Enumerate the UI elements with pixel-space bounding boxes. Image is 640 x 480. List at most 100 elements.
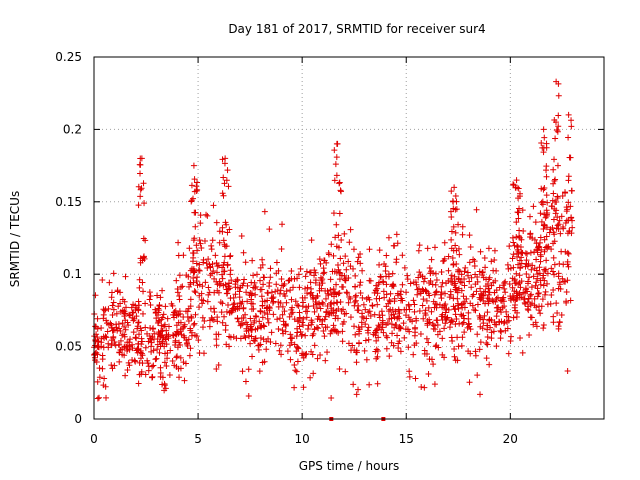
data-point bbox=[92, 342, 99, 349]
data-point bbox=[219, 300, 226, 307]
data-point bbox=[324, 324, 331, 331]
data-point bbox=[247, 323, 254, 330]
data-point bbox=[482, 283, 489, 290]
data-point bbox=[194, 186, 201, 193]
data-point bbox=[199, 283, 206, 290]
data-point bbox=[550, 190, 557, 197]
data-point bbox=[537, 253, 544, 260]
data-point bbox=[219, 319, 226, 326]
data-point bbox=[130, 317, 137, 324]
data-point bbox=[513, 270, 520, 277]
data-point bbox=[296, 314, 303, 321]
data-point bbox=[333, 328, 340, 335]
data-point bbox=[540, 126, 547, 133]
data-point bbox=[188, 182, 195, 189]
data-point bbox=[511, 277, 518, 284]
data-point bbox=[491, 247, 498, 254]
data-point bbox=[509, 284, 516, 291]
data-point bbox=[537, 234, 544, 241]
data-point bbox=[407, 280, 414, 287]
data-point bbox=[347, 295, 354, 302]
data-point bbox=[409, 318, 416, 325]
data-point bbox=[515, 185, 522, 192]
data-point bbox=[450, 223, 457, 230]
data-point bbox=[136, 284, 143, 291]
data-point bbox=[288, 267, 295, 274]
y-axis-label: SRMTID / TECUs bbox=[8, 191, 22, 287]
data-point bbox=[369, 302, 376, 309]
data-point bbox=[481, 255, 488, 262]
data-point bbox=[181, 321, 188, 328]
data-point bbox=[209, 237, 216, 244]
data-point bbox=[187, 296, 194, 303]
data-point bbox=[342, 368, 349, 375]
data-point bbox=[281, 308, 288, 315]
data-point bbox=[234, 315, 241, 322]
data-point bbox=[174, 285, 181, 292]
data-point bbox=[273, 259, 280, 266]
data-point bbox=[127, 312, 134, 319]
data-point bbox=[348, 347, 355, 354]
data-point bbox=[307, 374, 314, 381]
data-point bbox=[568, 230, 575, 237]
data-point bbox=[565, 199, 572, 206]
data-point bbox=[516, 193, 523, 200]
data-point bbox=[446, 294, 453, 301]
data-point bbox=[260, 281, 267, 288]
data-point bbox=[153, 355, 160, 362]
data-point bbox=[140, 180, 147, 187]
data-point bbox=[517, 334, 524, 341]
data-point bbox=[312, 269, 319, 276]
data-point bbox=[212, 252, 219, 259]
data-point bbox=[522, 285, 529, 292]
data-point bbox=[425, 304, 432, 311]
data-point bbox=[187, 267, 194, 274]
data-point bbox=[383, 332, 390, 339]
data-point bbox=[100, 315, 107, 322]
data-point bbox=[565, 177, 572, 184]
data-point bbox=[553, 78, 560, 85]
data-point bbox=[207, 305, 214, 312]
data-point bbox=[220, 268, 227, 275]
data-point bbox=[365, 336, 372, 343]
data-point bbox=[136, 161, 143, 168]
data-point bbox=[468, 274, 475, 281]
data-point bbox=[108, 340, 115, 347]
data-point bbox=[132, 358, 139, 365]
data-point bbox=[516, 227, 523, 234]
data-point bbox=[130, 301, 137, 308]
data-point bbox=[333, 243, 340, 250]
data-point bbox=[540, 322, 547, 329]
data-point bbox=[171, 309, 178, 316]
data-point bbox=[245, 393, 252, 400]
data-point bbox=[385, 308, 392, 315]
data-point bbox=[329, 326, 336, 333]
data-point bbox=[138, 155, 145, 162]
data-point bbox=[135, 306, 142, 313]
data-point bbox=[569, 224, 576, 231]
data-point bbox=[541, 211, 548, 218]
data-point bbox=[553, 127, 560, 134]
data-point bbox=[550, 166, 557, 173]
data-point bbox=[221, 160, 228, 167]
data-point bbox=[374, 380, 381, 387]
data-point bbox=[350, 381, 357, 388]
data-point bbox=[514, 309, 521, 316]
data-point bbox=[327, 287, 334, 294]
data-point bbox=[213, 366, 220, 373]
data-point bbox=[420, 315, 427, 322]
data-point bbox=[188, 198, 195, 205]
data-point bbox=[565, 134, 572, 141]
data-point bbox=[226, 309, 233, 316]
data-point bbox=[155, 330, 162, 337]
data-point bbox=[213, 342, 220, 349]
data-point bbox=[299, 303, 306, 310]
data-point bbox=[509, 234, 516, 241]
data-point bbox=[502, 289, 509, 296]
data-point bbox=[465, 348, 472, 355]
data-point bbox=[284, 348, 291, 355]
data-point bbox=[483, 276, 490, 283]
data-point bbox=[365, 324, 372, 331]
data-point bbox=[257, 264, 264, 271]
data-point bbox=[550, 319, 557, 326]
